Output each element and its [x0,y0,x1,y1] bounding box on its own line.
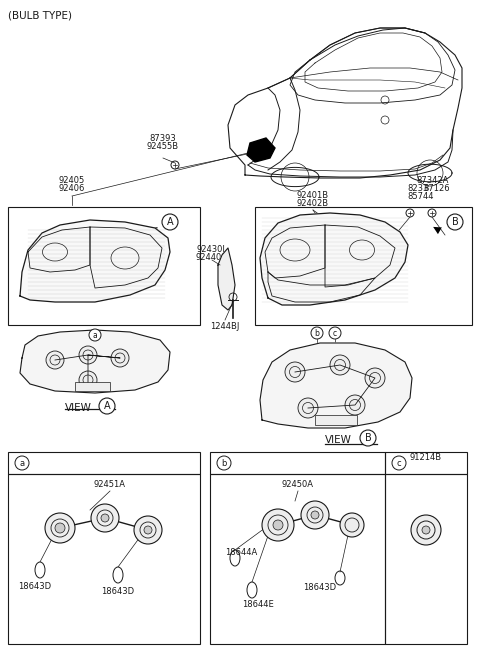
Circle shape [111,349,129,367]
Text: 87126: 87126 [423,184,450,193]
Circle shape [89,329,101,341]
Circle shape [46,351,64,369]
Text: 92401B: 92401B [297,191,329,200]
Bar [315,415,357,425]
Circle shape [273,520,283,530]
Circle shape [144,526,152,534]
Circle shape [345,395,365,415]
Text: VIEW: VIEW [325,435,352,445]
Circle shape [162,214,178,230]
Circle shape [311,511,319,519]
Circle shape [45,513,75,543]
Text: 92455B: 92455B [147,142,179,151]
Text: b: b [314,329,319,337]
Circle shape [329,327,341,339]
Text: B: B [365,433,372,443]
Text: 85744: 85744 [407,192,433,201]
Text: c: c [333,329,337,337]
Text: 87342A: 87342A [416,176,448,185]
Polygon shape [260,343,412,428]
Text: 8233: 8233 [407,184,428,193]
Circle shape [447,214,463,230]
Text: 18643D: 18643D [18,582,51,591]
Polygon shape [260,213,408,305]
Bar [8,207,200,325]
Bar [75,382,110,391]
Text: 18644A: 18644A [225,548,257,557]
Text: 1244BJ: 1244BJ [210,322,240,331]
Text: 18643D: 18643D [303,583,336,592]
Text: 92451A: 92451A [94,480,126,489]
Text: 92430L: 92430L [196,245,228,255]
Circle shape [15,456,29,470]
Bar [8,474,200,644]
Bar [210,474,385,644]
Polygon shape [20,220,170,302]
Circle shape [79,371,97,389]
Circle shape [311,327,323,339]
Text: 91214B: 91214B [410,453,442,462]
Polygon shape [20,330,170,393]
Circle shape [285,362,305,382]
Text: a: a [19,459,24,468]
Bar [255,207,472,325]
Bar [385,452,467,474]
Circle shape [411,515,441,545]
Circle shape [422,526,430,534]
Circle shape [55,523,65,533]
Circle shape [91,504,119,532]
Text: 18644E: 18644E [242,600,274,609]
Circle shape [217,456,231,470]
Circle shape [301,501,329,529]
Text: B: B [452,217,458,227]
Text: 92406: 92406 [59,184,85,193]
Circle shape [298,398,318,418]
Circle shape [99,398,115,414]
Circle shape [101,514,109,522]
Text: 92402B: 92402B [297,199,329,208]
Text: 92450A: 92450A [282,480,314,489]
Circle shape [392,456,406,470]
Text: b: b [221,459,227,468]
Bar [8,452,200,474]
Text: VIEW: VIEW [65,403,92,413]
Text: 92440R: 92440R [196,253,228,262]
Text: 92405: 92405 [59,176,85,185]
Circle shape [330,355,350,375]
Circle shape [340,513,364,537]
Text: A: A [104,401,110,411]
Circle shape [262,509,294,541]
Text: A: A [167,217,173,227]
Circle shape [360,430,376,446]
Text: c: c [396,459,401,468]
Text: 18643D: 18643D [101,587,134,596]
Bar [385,474,467,644]
Text: (BULB TYPE): (BULB TYPE) [8,10,72,20]
Text: a: a [93,331,97,340]
Polygon shape [218,248,235,310]
Circle shape [134,516,162,544]
Circle shape [79,346,97,364]
Text: 87393: 87393 [150,134,176,143]
Circle shape [365,368,385,388]
Bar [210,452,385,474]
Polygon shape [247,138,275,162]
